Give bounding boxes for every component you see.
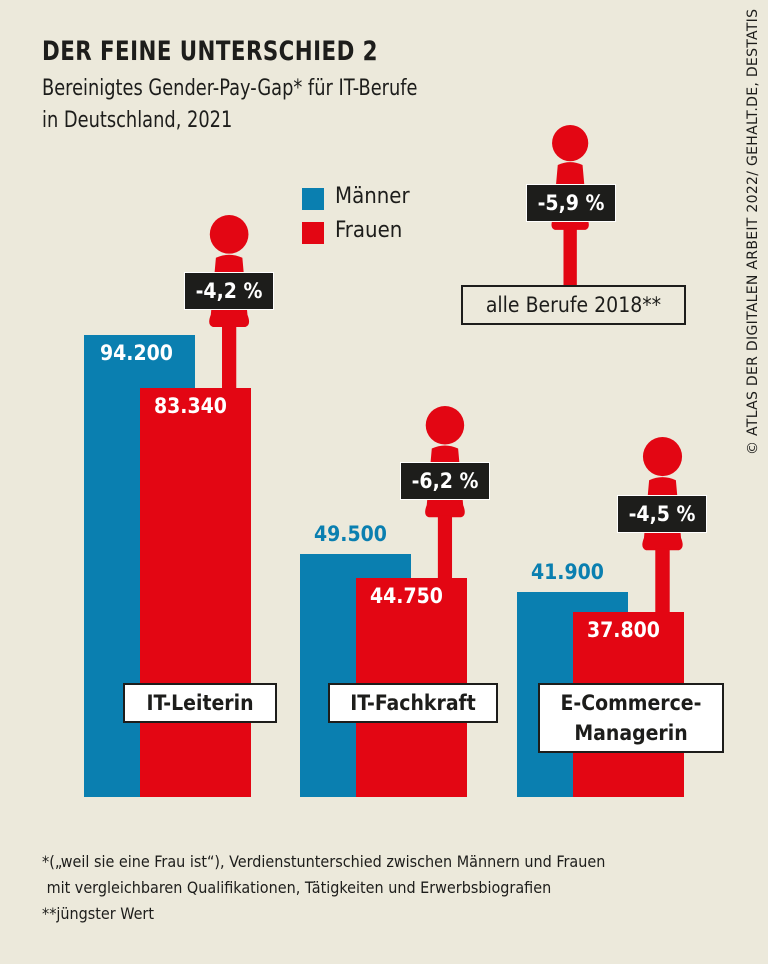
gap-label: -4,5 %: [617, 495, 707, 533]
bar-frauen: [140, 388, 251, 797]
category-label-line: E-Commerce-: [560, 691, 702, 715]
overall-label-box: alle Berufe 2018**: [461, 285, 686, 325]
data-label-maenner: 41.900: [531, 559, 604, 584]
legend-label-frauen: Frauen: [335, 218, 403, 243]
category-label-line: Managerin: [574, 721, 688, 745]
source-credit: © ATLAS DER DIGITALEN ARBEIT 2022/ GEHAL…: [745, 8, 761, 455]
data-label-frauen: 37.800: [587, 617, 660, 642]
data-label-maenner: 49.500: [314, 522, 387, 547]
footnote-2: mit vergleichbaren Qualifikationen, Täti…: [42, 878, 552, 897]
gap-label: -4,2 %: [184, 272, 274, 310]
category-label: IT-Leiterin: [123, 683, 277, 723]
legend-swatch-frauen: [302, 222, 324, 244]
data-label-maenner: 94.200: [100, 341, 173, 365]
category-label-line: IT-Leiterin: [146, 691, 254, 715]
legend-label-maenner: Männer: [335, 184, 410, 209]
chart-subtitle-line2: in Deutschland, 2021: [42, 108, 233, 133]
category-label: E-Commerce- Managerin: [538, 683, 724, 753]
data-label-frauen: 83.340: [154, 394, 227, 419]
gap-label: -6,2 %: [400, 462, 490, 500]
data-label-frauen: 44.750: [370, 583, 443, 608]
chart-subtitle-line1: Bereinigtes Gender-Pay-Gap* für IT-Beruf…: [42, 76, 418, 101]
footnote-3: **jüngster Wert: [42, 904, 154, 923]
footnote-1: *(„weil sie eine Frau ist“), Verdienstun…: [42, 852, 606, 871]
overall-gap-label: -5,9 %: [526, 184, 616, 222]
chart-title: DER FEINE UNTERSCHIED 2: [42, 36, 378, 67]
legend-swatch-maenner: [302, 188, 324, 210]
category-label: IT-Fachkraft: [328, 683, 498, 723]
category-label-line: IT-Fachkraft: [350, 691, 476, 715]
